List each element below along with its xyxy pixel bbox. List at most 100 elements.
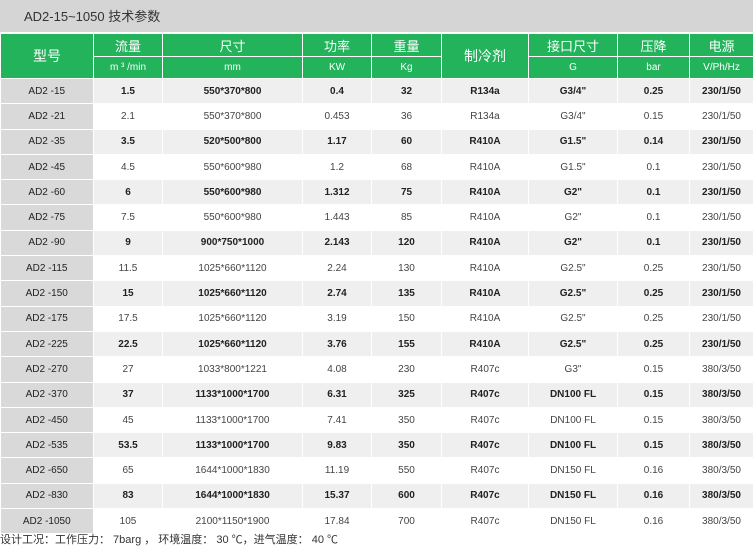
table-cell: G2" — [528, 204, 618, 231]
table-cell: 27 — [93, 356, 163, 383]
table-cell: 17.84 — [302, 508, 372, 535]
table-cell: G1.5" — [528, 154, 618, 181]
table-cell: 9.83 — [302, 432, 372, 459]
table-cell: 0.16 — [617, 457, 690, 484]
table-cell: R410A — [441, 255, 529, 282]
column-unit: m ³ /min — [93, 56, 163, 79]
column-unit: G — [528, 56, 618, 79]
table-cell: G1.5" — [528, 129, 618, 155]
table-cell: R407c — [441, 483, 529, 510]
table-cell: R134a — [441, 78, 529, 105]
table-row: AD2 -75 7.5 550*600*980 1.443 85 R410A G2" 0.1 2… — [0, 204, 753, 231]
table-cell: DN100 FL — [528, 407, 618, 434]
table-cell: G3/4" — [528, 78, 618, 105]
table-cell: R407c — [441, 356, 529, 383]
table-cell: 0.15 — [617, 382, 690, 408]
table-cell: 0.14 — [617, 129, 690, 155]
table-cell: 15.37 — [302, 483, 372, 510]
column-header: 型号 — [0, 33, 94, 79]
table-cell: 550*370*800 — [162, 103, 303, 130]
table-cell: 9 — [93, 230, 163, 257]
table-cell: 0.15 — [617, 103, 690, 130]
design-conditions-note: 设计工况：工作压力： 7barg ， 环境温度： 30 ℃，进气温度： 40 ℃ — [0, 534, 338, 546]
column-header: 制冷剂 — [441, 33, 529, 79]
table-row: AD2 -535 53.5 1133*1000*1700 9.83 350 R407c DN… — [0, 432, 753, 459]
table-cell: G2.5" — [528, 280, 618, 307]
table-cell: 0.16 — [617, 483, 690, 510]
table-row: AD2 -150 15 1025*660*1120 2.74 135 R410A G2.5"… — [0, 280, 753, 307]
column-unit: Kg — [371, 56, 442, 79]
table-cell: 1.312 — [302, 179, 372, 206]
table-cell: 135 — [371, 280, 442, 307]
table-row: AD2 -175 17.5 1025*660*1120 3.19 150 R410A G2.… — [0, 306, 753, 332]
table-cell: R407c — [441, 508, 529, 535]
table-cell: R410A — [441, 306, 529, 332]
table-cell: 0.1 — [617, 230, 690, 257]
column-header: 压降 — [617, 33, 690, 57]
table-cell: G2.5" — [528, 306, 618, 332]
table-cell: R407c — [441, 457, 529, 484]
table-cell: 0.25 — [617, 255, 690, 282]
table-cell: 1.2 — [302, 154, 372, 181]
table-cell: 0.453 — [302, 103, 372, 130]
table-cell: 550*600*980 — [162, 179, 303, 206]
model-cell: AD2 -45 — [0, 154, 94, 181]
table-cell: 520*500*800 — [162, 129, 303, 155]
table-cell: 230/1/50 — [689, 331, 753, 358]
table-cell: 3.76 — [302, 331, 372, 358]
table-cell: DN150 FL — [528, 483, 618, 510]
table-cell: 1644*1000*1830 — [162, 483, 303, 510]
table-cell: 22.5 — [93, 331, 163, 358]
table-cell: 53.5 — [93, 432, 163, 459]
model-cell: AD2 -450 — [0, 407, 94, 434]
table-cell: 7.41 — [302, 407, 372, 434]
column-header: 电源 — [689, 33, 753, 57]
model-cell: AD2 -150 — [0, 280, 94, 307]
table-cell: DN150 FL — [528, 508, 618, 535]
column-header: 流量 — [93, 33, 163, 57]
table-cell: R407c — [441, 432, 529, 459]
table-cell: 0.15 — [617, 356, 690, 383]
table-cell: 2.143 — [302, 230, 372, 257]
table-cell: 60 — [371, 129, 442, 155]
table-cell: 230/1/50 — [689, 103, 753, 130]
table-cell: 11.19 — [302, 457, 372, 484]
table-row: AD2 -830 83 1644*1000*1830 15.37 600 R407c DN1… — [0, 483, 753, 510]
table-cell: 0.25 — [617, 280, 690, 307]
table-cell: 230/1/50 — [689, 129, 753, 155]
table-cell: 230/1/50 — [689, 179, 753, 206]
table-cell: 0.16 — [617, 508, 690, 535]
table-cell: 0.25 — [617, 78, 690, 105]
table-cell: 3.5 — [93, 129, 163, 155]
table-cell: 1025*660*1120 — [162, 255, 303, 282]
table-cell: 900*750*1000 — [162, 230, 303, 257]
table-cell: 350 — [371, 432, 442, 459]
table-cell: 1.17 — [302, 129, 372, 155]
table-cell: 65 — [93, 457, 163, 484]
table-cell: 230/1/50 — [689, 230, 753, 257]
table-cell: 85 — [371, 204, 442, 231]
table-cell: 2.74 — [302, 280, 372, 307]
table-cell: R134a — [441, 103, 529, 130]
table-cell: 380/3/50 — [689, 407, 753, 434]
table-cell: 1133*1000*1700 — [162, 432, 303, 459]
table-cell: 2100*1150*1900 — [162, 508, 303, 535]
column-unit: V/Ph/Hz — [689, 56, 753, 79]
table-cell: 550 — [371, 457, 442, 484]
table-title: AD2-15~1050 技术参数 — [0, 0, 753, 32]
column-header: 接口尺寸 — [528, 33, 618, 57]
table-cell: 1.443 — [302, 204, 372, 231]
table-cell: 120 — [371, 230, 442, 257]
table-cell: G3/4" — [528, 103, 618, 130]
table-cell: G3" — [528, 356, 618, 383]
table-cell: 230/1/50 — [689, 255, 753, 282]
model-cell: AD2 -75 — [0, 204, 94, 231]
model-cell: AD2 -370 — [0, 382, 94, 408]
table-cell: G2" — [528, 230, 618, 257]
table-cell: 83 — [93, 483, 163, 510]
table-cell: 0.25 — [617, 331, 690, 358]
table-cell: 550*600*980 — [162, 154, 303, 181]
model-cell: AD2 -270 — [0, 356, 94, 383]
table-cell: 0.25 — [617, 306, 690, 332]
table-row: AD2 -270 27 1033*800*1221 4.08 230 R407c G3" 0.… — [0, 356, 753, 383]
